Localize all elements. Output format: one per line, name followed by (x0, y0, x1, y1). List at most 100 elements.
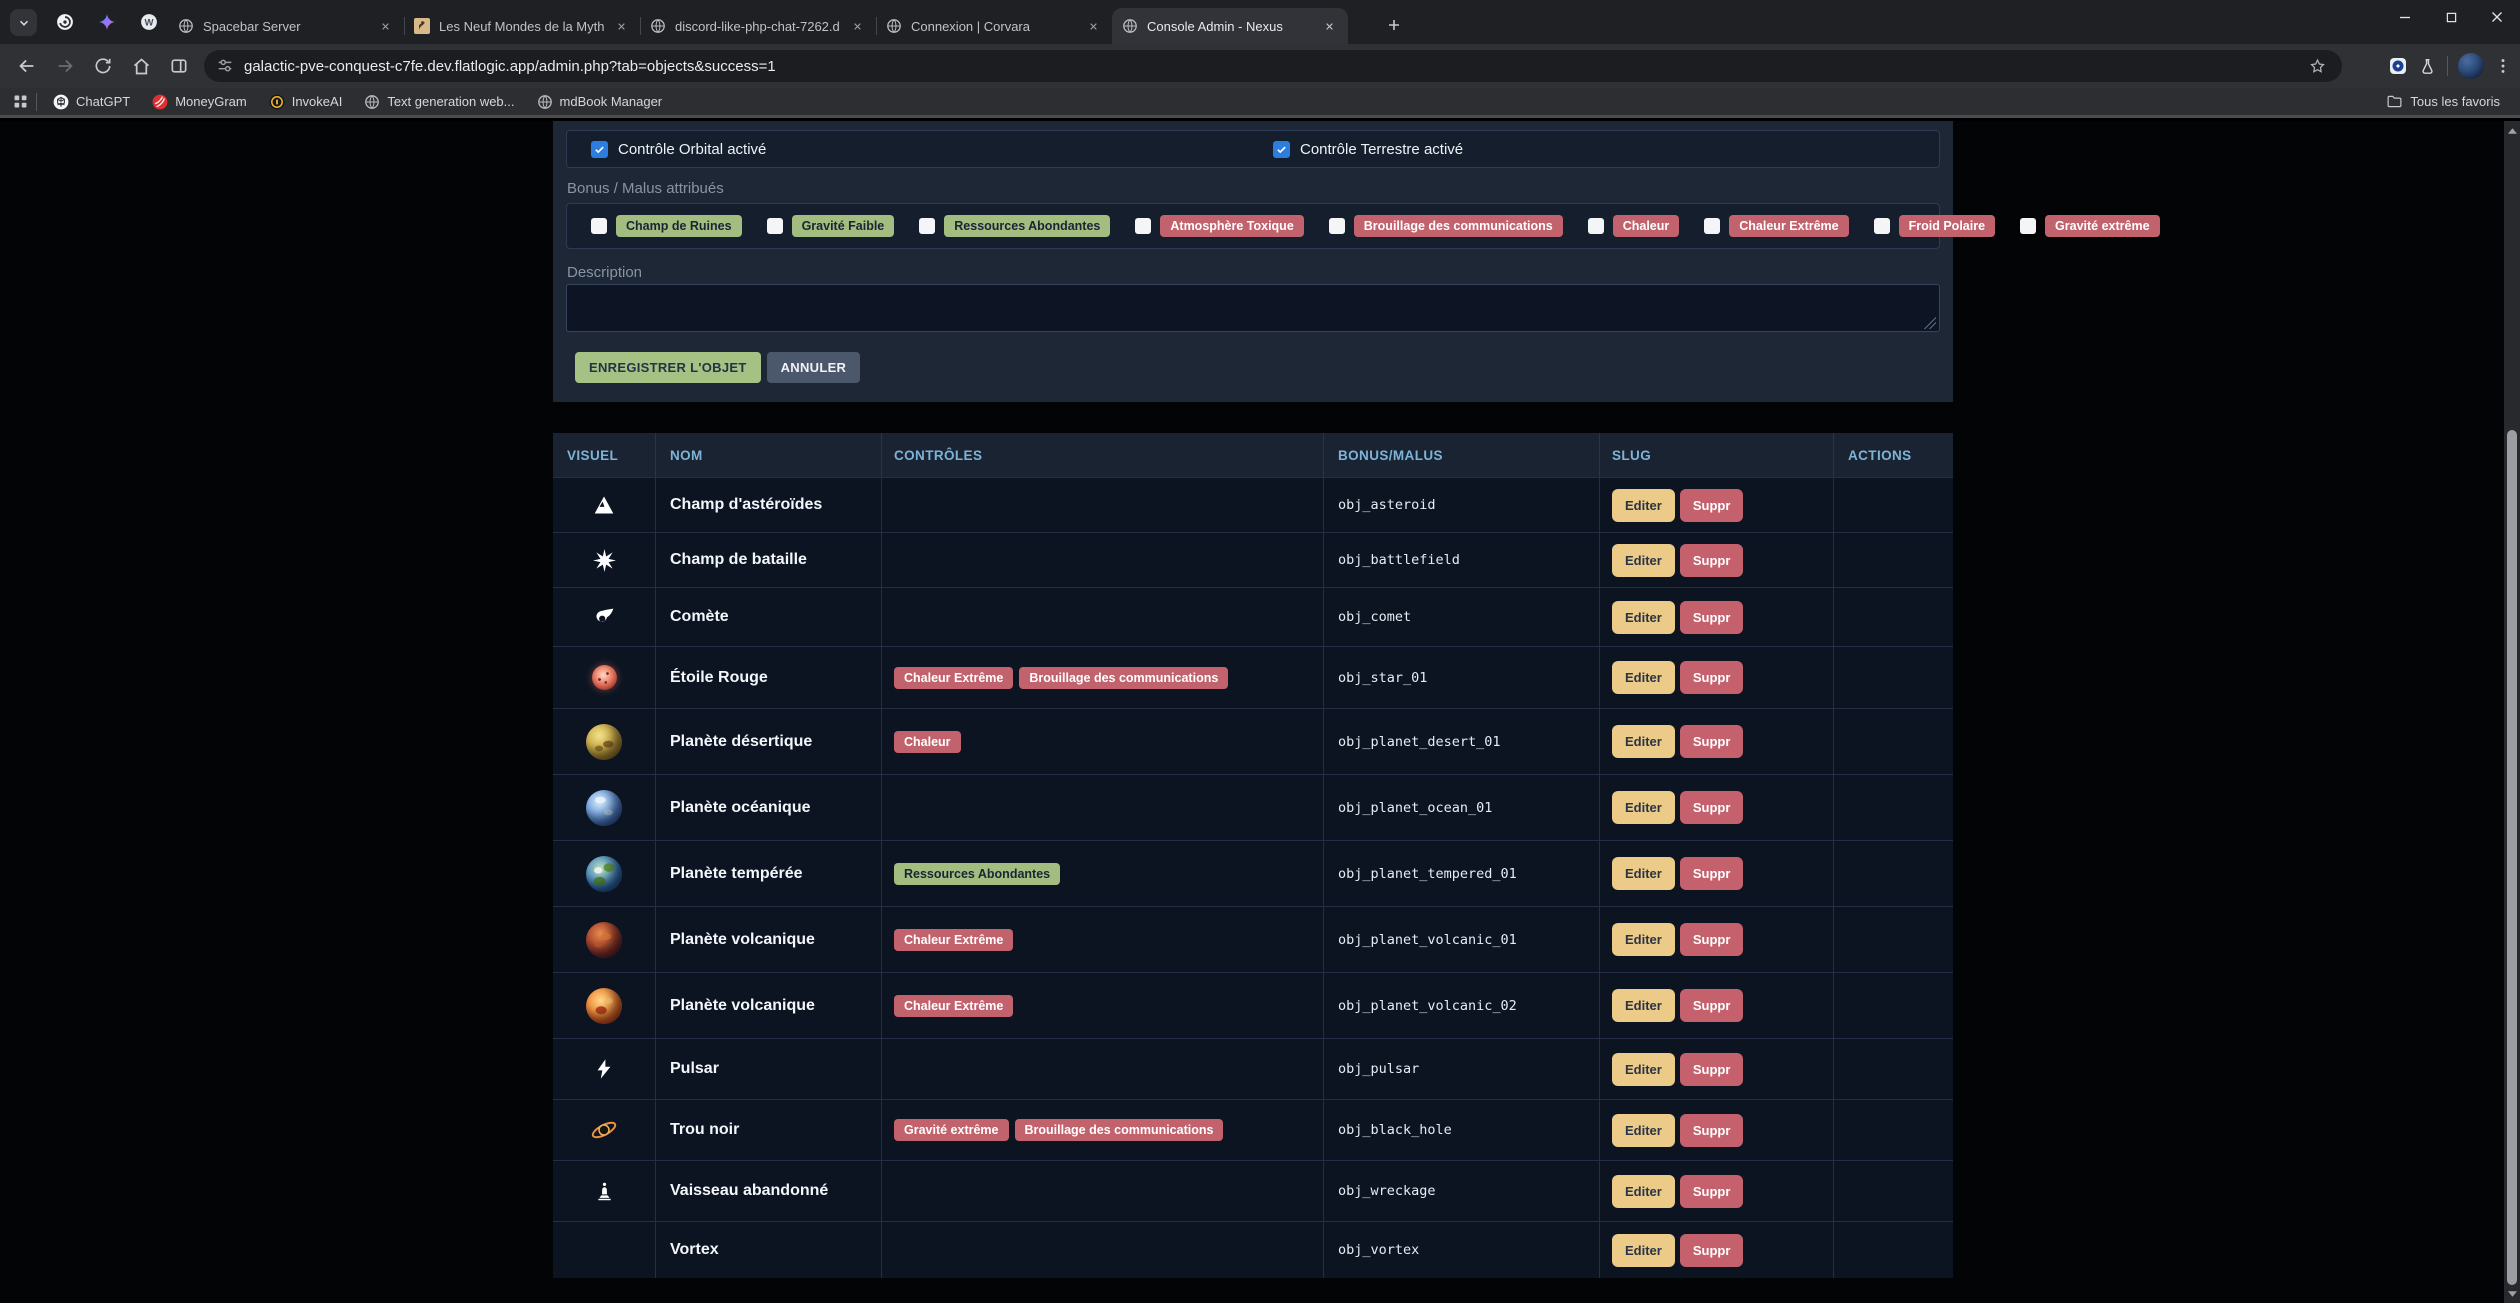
bonus-option-brouillage-des-communications[interactable]: Brouillage des communications (1328, 215, 1563, 237)
home-button[interactable] (124, 49, 158, 83)
edit-button[interactable]: Editer (1612, 725, 1675, 758)
delete-button[interactable]: Suppr (1679, 600, 1744, 634)
bookmark-star-button[interactable] (2302, 52, 2330, 80)
all-bookmarks-button[interactable]: Tous les favoris (2378, 90, 2508, 113)
scrollbar-thumb[interactable] (2507, 430, 2517, 1285)
bonus-option-champ-de-ruines[interactable]: Champ de Ruines (591, 215, 742, 237)
tab-les-neuf-mondes-de-la-mythol[interactable]: Les Neuf Mondes de la Mythol (404, 8, 640, 44)
checkbox-unchecked-icon[interactable] (1587, 218, 1604, 234)
window-minimize-button[interactable] (2382, 0, 2428, 34)
edit-button[interactable]: Editer (1612, 923, 1675, 956)
tab-close-button[interactable] (849, 18, 866, 35)
checkbox-unchecked-icon[interactable] (919, 218, 936, 234)
profile-avatar[interactable] (2458, 53, 2484, 79)
object-slug: obj_planet_volcanic_01 (1338, 931, 1517, 948)
site-settings-tune-icon[interactable] (216, 57, 234, 75)
tab-close-button[interactable] (613, 18, 630, 35)
apps-grid-icon[interactable] (12, 93, 29, 110)
delete-button[interactable]: Suppr (1679, 543, 1744, 577)
tab-connexion-corvara[interactable]: Connexion | Corvara (876, 8, 1112, 44)
bonus-option-atmosph-re-toxique[interactable]: Atmosphère Toxique (1135, 215, 1304, 237)
delete-button[interactable]: Suppr (1679, 1174, 1744, 1208)
bonus-option-gravit-faible[interactable]: Gravité Faible (766, 215, 895, 237)
bookmark-mdbook-manager[interactable]: mdBook Manager (528, 91, 672, 113)
tab-close-button[interactable] (377, 18, 394, 35)
checkbox-unchecked-icon[interactable] (1704, 218, 1721, 234)
checkbox-checked-icon[interactable] (591, 140, 608, 158)
edit-button[interactable]: Editer (1612, 600, 1675, 634)
table-row: Étoile Rouge Chaleur Extrême Brouillage d… (553, 646, 1953, 708)
close-icon (382, 22, 389, 30)
edit-button[interactable]: Editer (1612, 989, 1675, 1022)
tab-close-button[interactable] (1085, 18, 1102, 35)
delete-button[interactable]: Suppr (1679, 488, 1744, 522)
bookmark-invokeai[interactable]: InvokeAI (260, 91, 352, 113)
edit-button[interactable]: Editer (1612, 1113, 1675, 1147)
cancel-button[interactable]: ANNULER (766, 352, 861, 383)
delete-button[interactable]: Suppr (1679, 661, 1744, 694)
browser-menu-button[interactable] (2494, 57, 2512, 75)
extension-icon[interactable] (2388, 56, 2408, 76)
edit-button[interactable]: Editer (1612, 1052, 1675, 1086)
split-view-icon (171, 59, 187, 73)
edit-button[interactable]: Editer (1612, 543, 1675, 577)
tab-console-admin-nexus[interactable]: Console Admin - Nexus (1112, 8, 1348, 44)
bookmark-moneygram[interactable]: MoneyGram (143, 91, 256, 113)
scroll-up-arrow-icon[interactable] (2504, 123, 2520, 138)
description-textarea[interactable] (566, 284, 1940, 332)
forward-button[interactable] (48, 49, 82, 83)
delete-button[interactable]: Suppr (1679, 791, 1744, 824)
edit-button[interactable]: Editer (1612, 791, 1675, 824)
bonus-option-ressources-abondantes[interactable]: Ressources Abondantes (919, 215, 1111, 237)
delete-button[interactable]: Suppr (1679, 857, 1744, 890)
checkbox-unchecked-icon[interactable] (1135, 218, 1152, 234)
reload-button[interactable] (86, 49, 120, 83)
tab-discord-like-php-chat-7262-dev[interactable]: discord-like-php-chat-7262.dev (640, 8, 876, 44)
edit-button[interactable]: Editer (1612, 857, 1675, 890)
delete-button[interactable]: Suppr (1679, 1052, 1744, 1086)
edit-button[interactable]: Editer (1612, 661, 1675, 694)
edit-button[interactable]: Editer (1612, 488, 1675, 522)
edit-button[interactable]: Editer (1612, 1233, 1675, 1267)
checkbox-unchecked-icon[interactable] (2020, 218, 2037, 234)
url-text[interactable]: galactic-pve-conquest-c7fe.dev.flatlogic… (244, 57, 776, 75)
scroll-down-arrow-icon[interactable] (2504, 1286, 2520, 1301)
tab-close-button[interactable] (1321, 18, 1338, 35)
window-maximize-button[interactable] (2428, 0, 2474, 34)
bonus-option-chaleur[interactable]: Chaleur (1587, 215, 1680, 237)
new-tab-button[interactable] (1380, 11, 1407, 38)
page-scrollbar[interactable] (2504, 121, 2520, 1303)
checkbox-checked-icon[interactable] (1273, 140, 1290, 158)
bookmark-label: InvokeAI (291, 94, 343, 109)
pinned-tab-spiral-logo[interactable] (48, 6, 82, 38)
delete-button[interactable]: Suppr (1679, 923, 1744, 956)
delete-button[interactable]: Suppr (1679, 989, 1744, 1022)
extension-flask-icon[interactable] (2418, 57, 2437, 76)
save-object-button[interactable]: ENREGISTRER L'OBJET (575, 352, 761, 383)
tab-spacebar-server[interactable]: Spacebar Server (168, 8, 404, 44)
pinned-tab-wordpress-logo[interactable]: W (132, 6, 166, 38)
checkbox-unchecked-icon[interactable] (766, 218, 783, 234)
window-close-button[interactable] (2474, 0, 2520, 34)
delete-button[interactable]: Suppr (1679, 1113, 1744, 1147)
page-viewport: Contrôle Orbital activé Contrôle Terrest… (0, 121, 2520, 1303)
bonus-option-froid-polaire[interactable]: Froid Polaire (1873, 215, 1996, 237)
delete-button[interactable]: Suppr (1679, 725, 1744, 758)
checkbox-unchecked-icon[interactable] (1873, 218, 1890, 234)
bookmark-chatgpt[interactable]: ChatGPT (44, 91, 139, 113)
edit-button[interactable]: Editer (1612, 1174, 1675, 1208)
side-panel-button[interactable] (162, 49, 196, 83)
back-button[interactable] (10, 49, 44, 83)
control-checkbox-terrestre[interactable]: Contrôle Terrestre activé (1273, 131, 1463, 167)
bonus-option-gravit-extr-me[interactable]: Gravité extrême (2020, 215, 2160, 237)
delete-button[interactable]: Suppr (1679, 1233, 1744, 1267)
tab-search-button[interactable] (10, 9, 37, 36)
checkbox-unchecked-icon[interactable] (1328, 218, 1345, 234)
checkbox-unchecked-icon[interactable] (591, 218, 607, 234)
gemini-sparkle-icon (99, 14, 115, 30)
bonus-option-chaleur-extr-me[interactable]: Chaleur Extrême (1704, 215, 1849, 237)
bookmark-text-generation-web[interactable]: Text generation web... (355, 91, 523, 113)
control-checkbox-orbital[interactable]: Contrôle Orbital activé (591, 131, 766, 167)
address-bar[interactable]: galactic-pve-conquest-c7fe.dev.flatlogic… (204, 50, 2342, 82)
pinned-tab-gemini-sparkle[interactable] (90, 6, 124, 38)
